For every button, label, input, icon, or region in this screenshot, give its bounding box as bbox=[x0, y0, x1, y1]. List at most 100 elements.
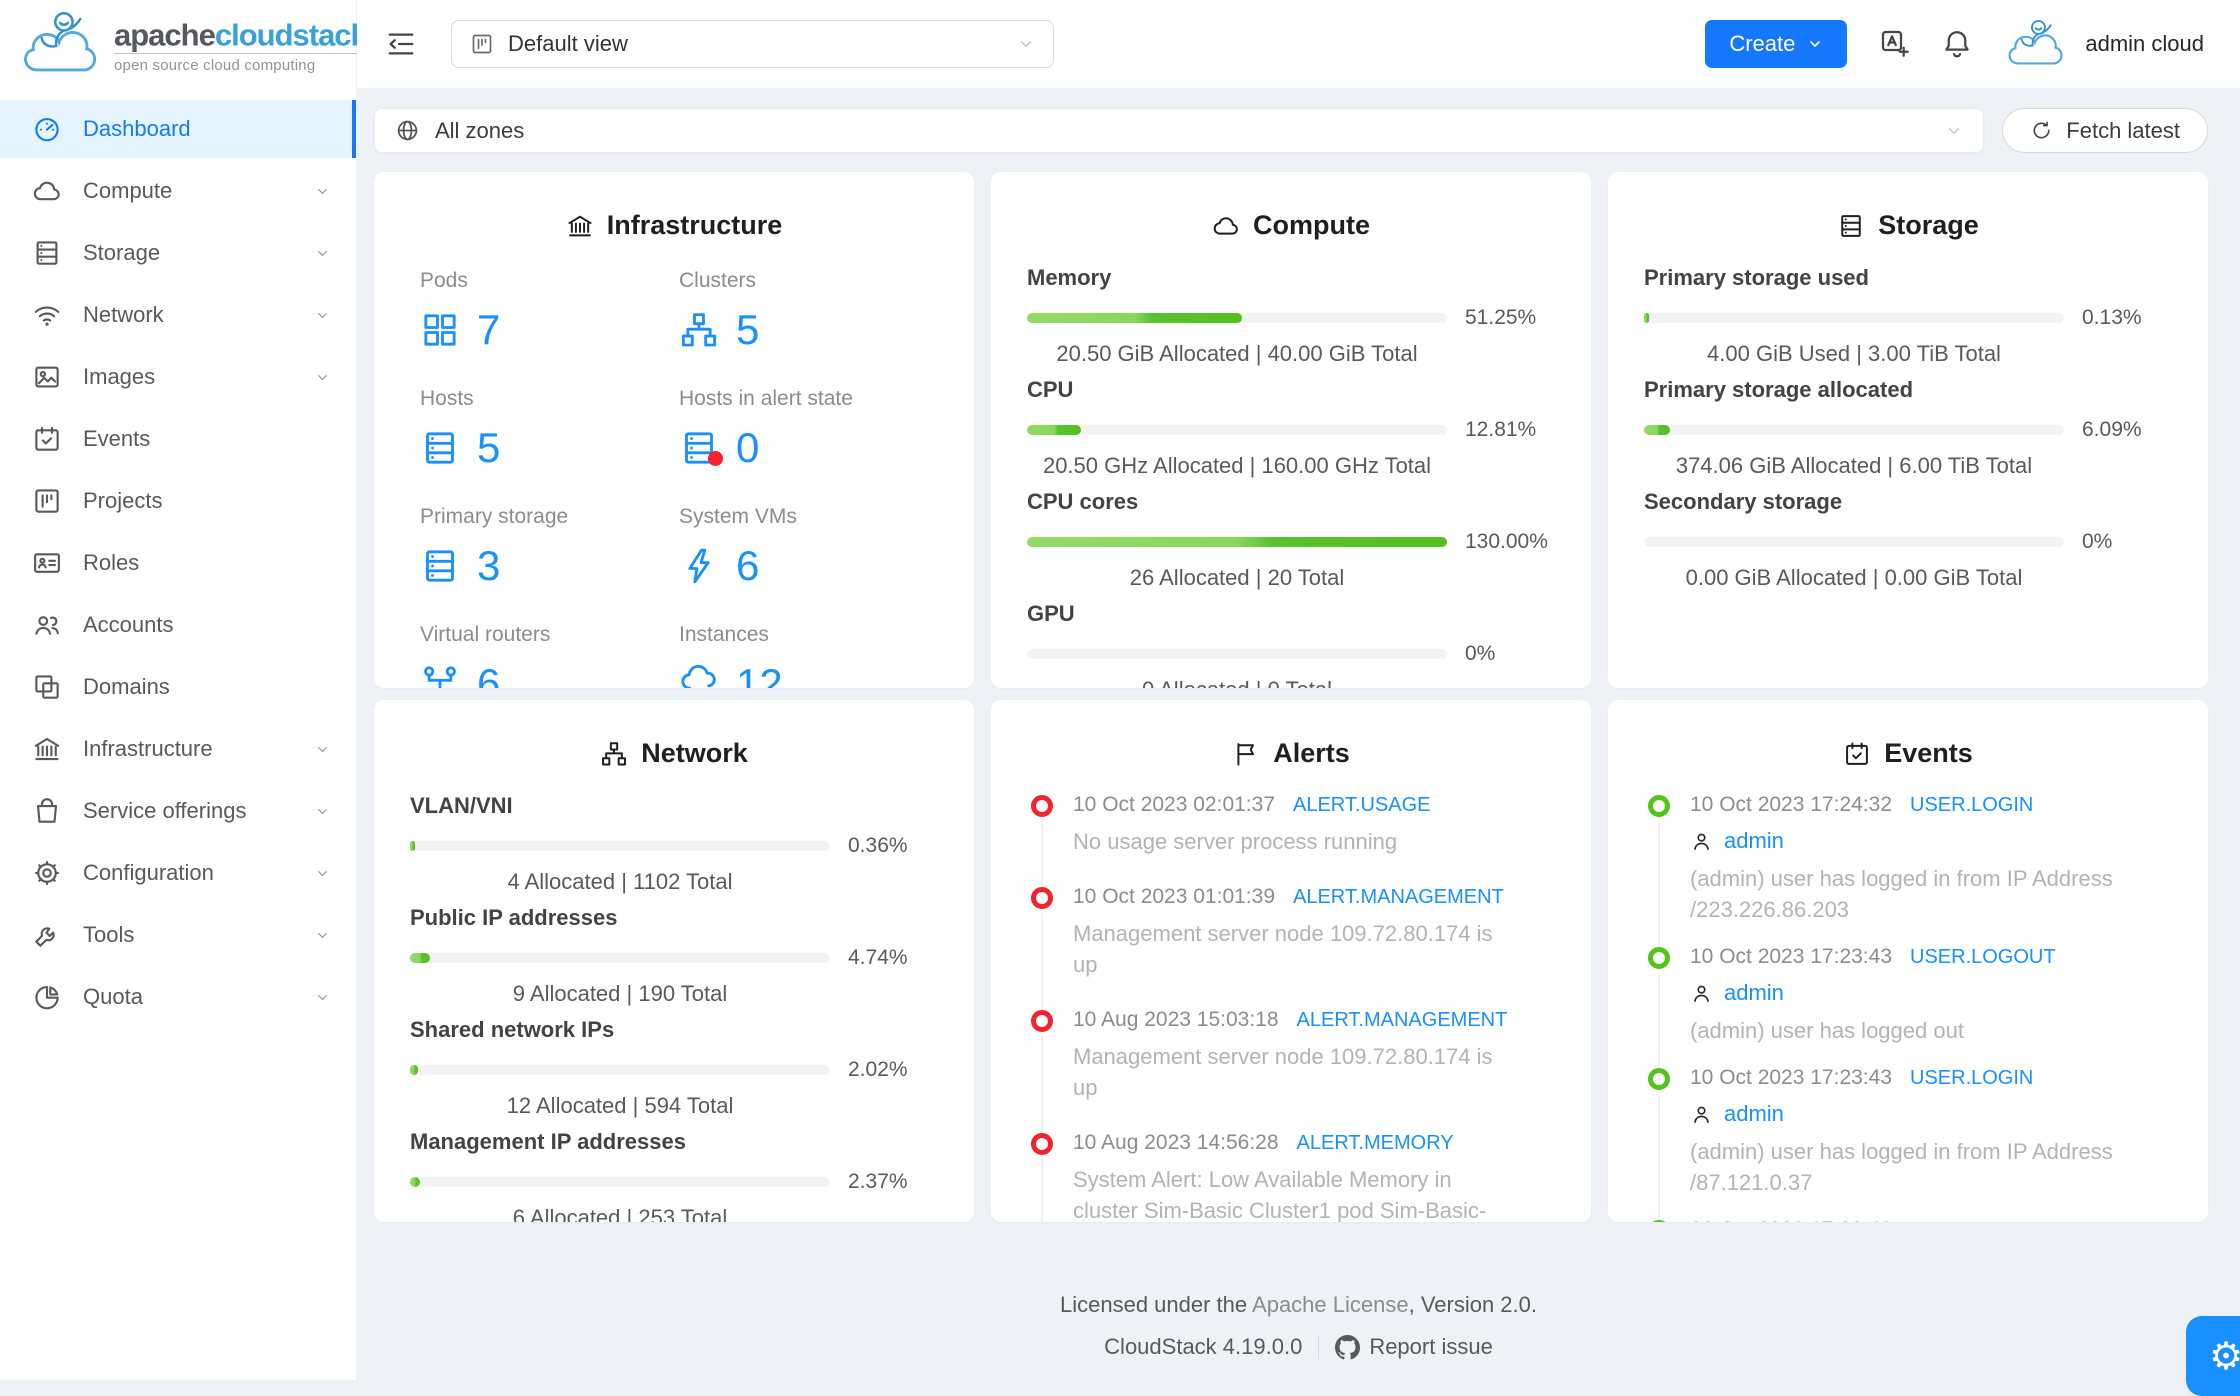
theme-settings-button[interactable]: ⚙ bbox=[2186, 1316, 2240, 1396]
chevron-down-icon bbox=[318, 746, 327, 752]
chevron-down-icon bbox=[318, 312, 327, 318]
view-select[interactable]: Default view bbox=[451, 20, 1054, 68]
bank-icon bbox=[34, 737, 60, 761]
alert-item: 10 Aug 2023 14:56:28 ALERT.MEMORY System … bbox=[1031, 1131, 1555, 1222]
chevron-down-icon bbox=[318, 932, 327, 938]
progress-bar bbox=[410, 953, 830, 963]
database-icon bbox=[36, 241, 58, 265]
compute-card-title: Compute bbox=[1027, 210, 1555, 241]
pie-chart-icon bbox=[35, 985, 59, 1010]
user-avatar[interactable] bbox=[2001, 17, 2073, 71]
alert-type-link[interactable]: ALERT.MANAGEMENT bbox=[1296, 1009, 1508, 1031]
stat-virtual-routers[interactable]: Virtual routers 6 bbox=[420, 623, 679, 688]
sidebar-item-tools[interactable]: Tools bbox=[0, 906, 356, 964]
cluster-icon bbox=[681, 313, 717, 347]
zone-bar: All zones Fetch latest bbox=[357, 88, 2240, 153]
stat-system-vms[interactable]: System VMs 6 bbox=[679, 505, 797, 589]
menu-fold-icon[interactable] bbox=[385, 28, 417, 60]
events-card: Events 10 Oct 2023 17:24:32 USER.LOGIN ad… bbox=[1608, 700, 2208, 1222]
alert-marker-icon bbox=[1031, 887, 1053, 909]
overlapping-squares-icon bbox=[35, 675, 59, 699]
stat-clusters[interactable]: Clusters 5 bbox=[679, 269, 760, 353]
sidebar-item-infrastructure[interactable]: Infrastructure bbox=[0, 720, 356, 778]
user-name[interactable]: admin cloud bbox=[2085, 31, 2204, 56]
user-icon bbox=[1694, 985, 1709, 1002]
event-type-link[interactable]: USER.LOGOUT bbox=[1910, 1219, 2056, 1222]
report-issue-link[interactable]: Report issue bbox=[1335, 1334, 1493, 1360]
main-area: Default view Create admin cloud bbox=[357, 0, 2240, 1380]
chevron-down-icon bbox=[1020, 41, 1032, 47]
create-button[interactable]: Create bbox=[1705, 20, 1848, 68]
meter-memory: Memory 51.25% 20.50 GiB Allocated | 40.0… bbox=[1027, 265, 1537, 366]
project-board-icon bbox=[35, 489, 59, 513]
wordmark: apachecloudstack™ bbox=[114, 17, 380, 53]
fetch-latest-button[interactable]: Fetch latest bbox=[2002, 108, 2208, 153]
calendar-check-icon bbox=[1846, 742, 1869, 765]
apartment-icon bbox=[602, 741, 627, 765]
event-user-link[interactable]: admin bbox=[1724, 1101, 1784, 1126]
cloud-icon bbox=[1213, 216, 1238, 235]
bell-icon[interactable] bbox=[1941, 28, 1973, 60]
event-item: 10 Oct 2023 17:24:32 USER.LOGIN admin (ad… bbox=[1648, 793, 2172, 949]
alert-type-link[interactable]: ALERT.USAGE bbox=[1293, 794, 1431, 816]
sidebar-item-service-offerings[interactable]: Service offerings bbox=[0, 782, 356, 840]
sidebar-item-events[interactable]: Events bbox=[0, 410, 356, 468]
sidebar-item-projects[interactable]: Projects bbox=[0, 472, 356, 530]
cloud-server-icon bbox=[681, 664, 716, 688]
event-user-link[interactable]: admin bbox=[1724, 828, 1784, 853]
compute-card: Compute Memory 51.25% 20.50 GiB Allocate… bbox=[991, 172, 1591, 688]
sidebar-item-accounts[interactable]: Accounts bbox=[0, 596, 356, 654]
alert-item: 10 Oct 2023 02:01:37 ALERT.USAGE No usage… bbox=[1031, 793, 1555, 889]
event-type-link[interactable]: USER.LOGIN bbox=[1910, 1067, 2034, 1089]
alert-item: 10 Oct 2023 01:01:39 ALERT.MANAGEMENT Man… bbox=[1031, 885, 1555, 1012]
meter-primary-allocated: Primary storage allocated 6.09% 374.06 G… bbox=[1644, 377, 2142, 478]
sidebar-item-configuration[interactable]: Configuration bbox=[0, 844, 356, 902]
meter-management-ip: Management IP addresses 2.37% 6 Allocate… bbox=[410, 1129, 908, 1222]
apache-license-link[interactable]: Apache License bbox=[1252, 1292, 1409, 1317]
sidebar-item-network[interactable]: Network bbox=[0, 286, 356, 344]
app-logo[interactable]: apachecloudstack™ open source cloud comp… bbox=[0, 0, 380, 88]
event-user-link[interactable]: admin bbox=[1724, 980, 1784, 1005]
view-select-value: Default view bbox=[508, 31, 628, 56]
meter-primary-used: Primary storage used 0.13% 4.00 GiB Used… bbox=[1644, 265, 2142, 366]
sidebar-item-images[interactable]: Images bbox=[0, 348, 356, 406]
sidebar-item-quota[interactable]: Quota bbox=[0, 968, 356, 1026]
brand-tagline: open source cloud computing bbox=[114, 53, 379, 74]
event-item: 10 Oct 2023 17:23:43 USER.LOGOUT admin (a… bbox=[1648, 945, 2172, 1070]
stat-pods[interactable]: Pods 7 bbox=[420, 269, 501, 353]
footer: Licensed under the Apache License, Versi… bbox=[357, 1222, 2240, 1360]
sidebar-menu: Dashboard Compute Storage Network Images… bbox=[0, 88, 356, 1026]
stat-primary-storage[interactable]: Primary storage 3 bbox=[420, 505, 569, 589]
sidebar-item-compute[interactable]: Compute bbox=[0, 162, 356, 220]
event-type-link[interactable]: USER.LOGOUT bbox=[1910, 946, 2056, 968]
gear-icon bbox=[34, 860, 60, 886]
translate-icon[interactable] bbox=[1879, 28, 1911, 60]
user-icon bbox=[1694, 833, 1709, 850]
alert-type-link[interactable]: ALERT.MANAGEMENT bbox=[1293, 886, 1504, 908]
event-marker-icon bbox=[1648, 1220, 1670, 1222]
alert-type-link[interactable]: ALERT.MEMORY bbox=[1296, 1132, 1454, 1154]
event-type-link[interactable]: USER.LOGIN bbox=[1910, 794, 2034, 816]
sidebar-item-domains[interactable]: Domains bbox=[0, 658, 356, 716]
stat-hosts[interactable]: Hosts 5 bbox=[420, 387, 501, 471]
sidebar-item-roles[interactable]: Roles bbox=[0, 534, 356, 592]
alert-marker-icon bbox=[1031, 795, 1053, 817]
stat-instances[interactable]: Instances 12 bbox=[679, 623, 938, 688]
caret-down-icon bbox=[1810, 41, 1821, 47]
dashboard-icon bbox=[35, 117, 59, 142]
sidebar-item-storage[interactable]: Storage bbox=[0, 224, 356, 282]
meter-vlan: VLAN/VNI 0.36% 4 Allocated | 1102 Total bbox=[410, 793, 908, 894]
meter-secondary-storage: Secondary storage 0% 0.00 GiB Allocated … bbox=[1644, 489, 2113, 590]
stat-hosts-alert[interactable]: Hosts in alert state 0 bbox=[679, 387, 853, 471]
chevron-down-icon bbox=[318, 808, 327, 814]
chevron-down-icon bbox=[318, 188, 327, 194]
zone-select[interactable]: All zones bbox=[374, 108, 1985, 153]
infrastructure-card-title: Infrastructure bbox=[410, 210, 938, 241]
progress-bar bbox=[1027, 425, 1447, 435]
chevron-down-icon bbox=[318, 870, 327, 876]
sidebar-item-dashboard[interactable]: Dashboard bbox=[0, 100, 356, 158]
alert-marker-icon bbox=[1031, 1133, 1053, 1155]
alert-item: 10 Aug 2023 15:03:18 ALERT.MANAGEMENT Man… bbox=[1031, 1008, 1555, 1135]
chevron-down-icon bbox=[1949, 127, 1960, 134]
event-marker-icon bbox=[1648, 947, 1670, 969]
